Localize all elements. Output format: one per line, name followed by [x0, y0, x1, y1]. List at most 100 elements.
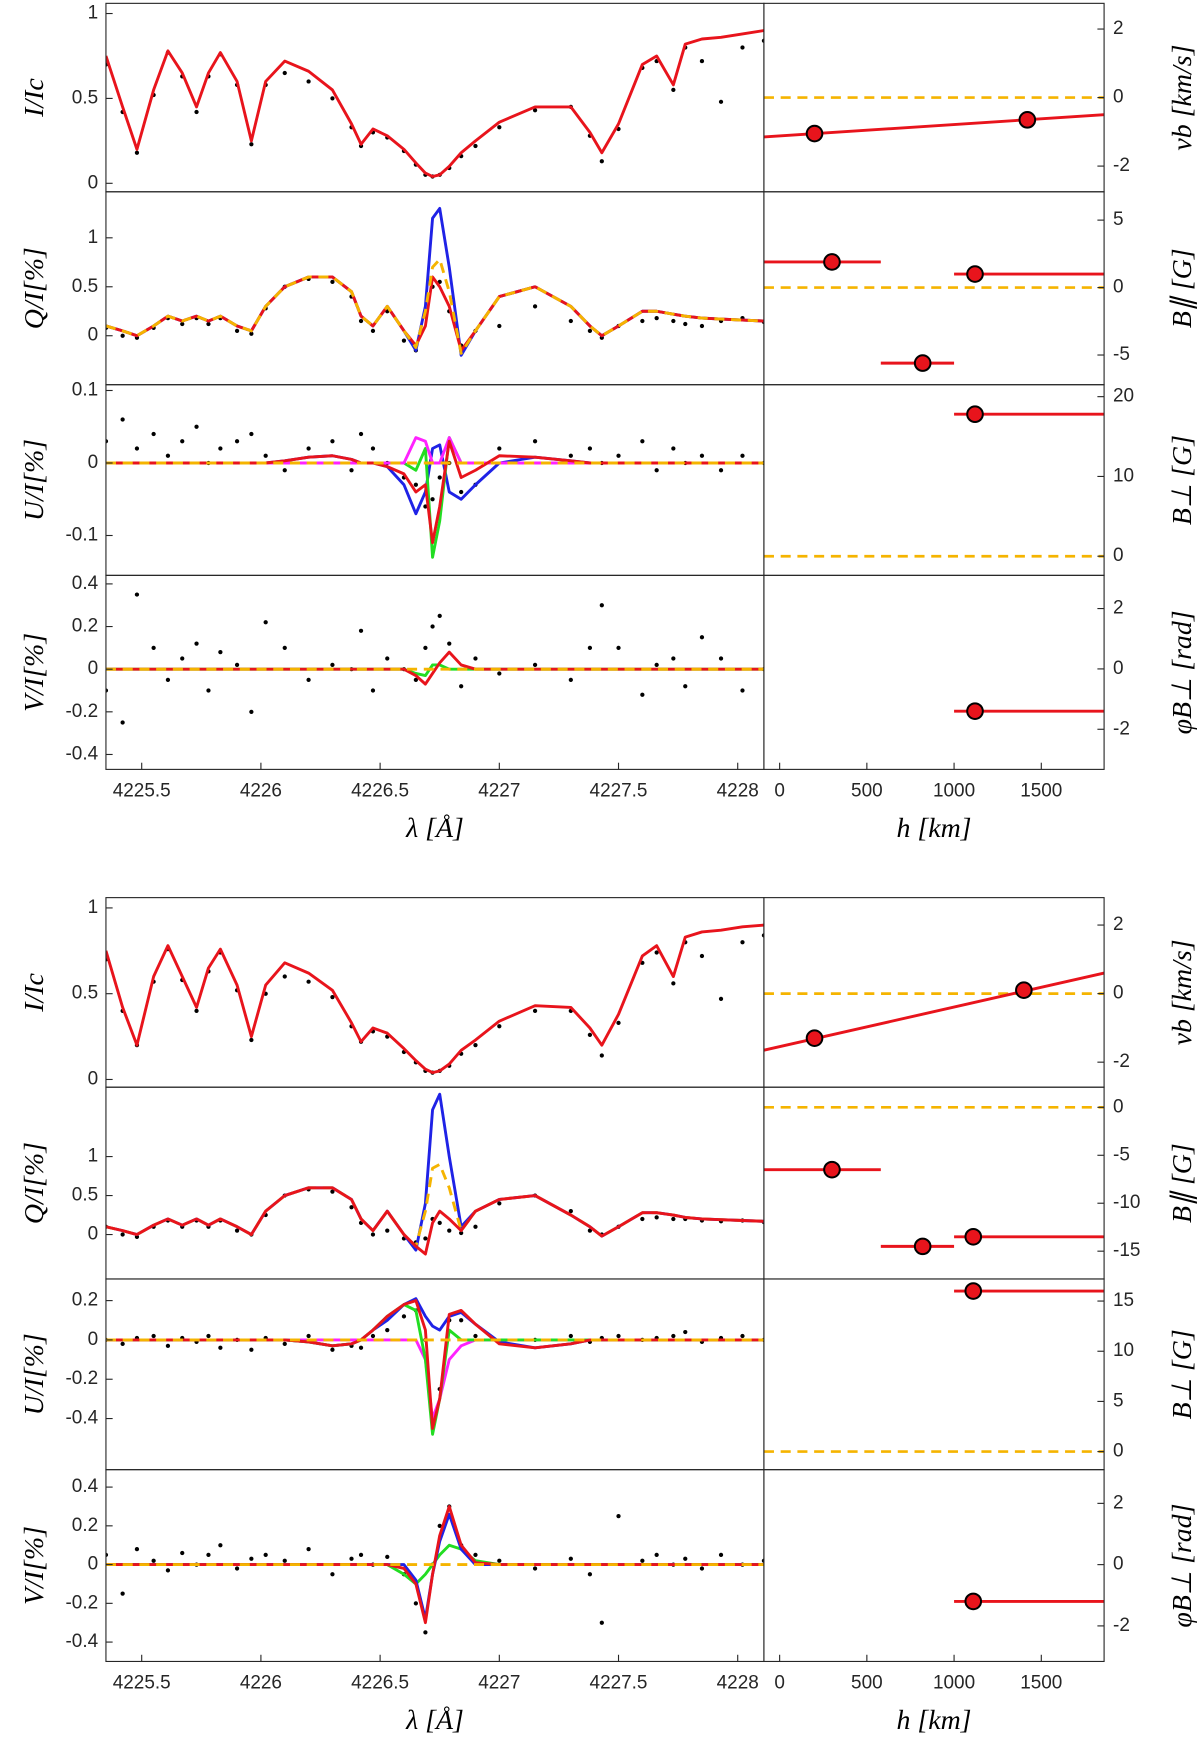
y-tick-label: 0.5: [72, 1185, 98, 1206]
y-tick-label: 0.2: [72, 1515, 98, 1536]
observed-point: [671, 1216, 676, 1222]
y-tick-label: 0: [88, 452, 99, 473]
node-point: [823, 253, 841, 271]
panel-frame: [105, 1278, 765, 1471]
observed-point: [532, 304, 538, 309]
y-tick-label: 0: [1113, 1554, 1124, 1575]
observed-point: [568, 1333, 573, 1339]
observed-point: [165, 1343, 171, 1348]
plot-area: [105, 1297, 764, 1436]
observed-point: [206, 688, 211, 693]
observed-point: [587, 1228, 593, 1233]
profile-line: [105, 439, 764, 545]
observed-point: [497, 1201, 502, 1206]
observed-point: [640, 1558, 645, 1563]
plot-area: [763, 405, 1105, 558]
node-point: [805, 124, 824, 143]
observed-point: [165, 1568, 171, 1573]
observed-point: [671, 656, 676, 661]
observed-point: [263, 620, 268, 625]
observed-point: [473, 656, 478, 661]
x-tick-label: 1500: [1020, 1673, 1062, 1694]
observed-point: [473, 1224, 478, 1229]
y-tick-label: -0.2: [65, 701, 98, 722]
observed-point: [134, 446, 140, 451]
y-tick-label: -0.4: [65, 1408, 98, 1429]
x-tick-label: 4228: [717, 781, 759, 802]
profile-line: [105, 443, 764, 516]
y-tick-label: -0.1: [65, 524, 98, 545]
x-tick-label: 1000: [933, 1673, 975, 1694]
observed-point: [349, 1205, 354, 1210]
node-point: [913, 354, 932, 372]
observed-point: [437, 475, 442, 480]
y-axis-label: B∥ [G]: [1167, 1143, 1198, 1223]
observed-point: [437, 1523, 442, 1528]
y-tick-label: 20: [1113, 386, 1134, 407]
observed-point: [306, 1546, 311, 1552]
observed-point: [654, 315, 659, 321]
observed-point: [206, 1333, 211, 1339]
observed-point: [616, 645, 621, 650]
observed-point: [718, 99, 724, 104]
observed-point: [358, 1552, 364, 1558]
observed-point: [568, 1556, 573, 1561]
x-tick-label: 500: [851, 1673, 883, 1694]
y-tick-label: -2: [1113, 155, 1130, 176]
observed-point: [654, 1215, 659, 1220]
observed-point: [180, 439, 185, 444]
observed-point: [330, 279, 335, 284]
y-tick-label: 0: [88, 1068, 99, 1089]
observed-point: [330, 1189, 335, 1194]
observed-point: [473, 1333, 478, 1339]
observed-point: [497, 125, 502, 130]
observed-point: [430, 497, 435, 502]
profile-line: [105, 1092, 764, 1252]
y-tick-label: -0.2: [65, 1368, 98, 1389]
y-axis-label: I/Ic: [19, 972, 50, 1012]
y-tick-label: 1: [88, 1146, 99, 1167]
y-tick-label: 5: [1113, 209, 1124, 230]
y-tick-label: 2: [1113, 1492, 1124, 1513]
observed-point: [249, 142, 254, 147]
observed-point: [423, 1630, 428, 1635]
observed-point: [218, 1345, 223, 1350]
observed-point: [358, 431, 364, 437]
y-tick-label: -2: [1113, 718, 1130, 739]
observed-point: [671, 446, 676, 451]
observed-point: [616, 1514, 621, 1519]
x-tick-label: 4226.5: [351, 1673, 409, 1694]
observed-point: [151, 645, 156, 650]
observed-point: [263, 1552, 268, 1558]
observed-point: [249, 1556, 254, 1561]
observed-point: [654, 950, 659, 955]
x-tick-label: 4227: [478, 781, 520, 802]
observed-point: [473, 143, 478, 149]
y-axis-label: B⊥ [G]: [1167, 1329, 1198, 1419]
node-point: [805, 1029, 824, 1047]
y-tick-label: 0.5: [72, 276, 98, 297]
observed-point: [120, 1591, 125, 1596]
x-tick-label: 500: [851, 781, 883, 802]
observed-point: [497, 671, 502, 676]
y-tick-label: -0.2: [65, 1592, 98, 1613]
plot-area: [954, 702, 1105, 720]
observed-point: [616, 1333, 621, 1339]
profile-line: [105, 436, 764, 465]
observed-point: [718, 468, 724, 473]
observed-point: [459, 489, 464, 495]
plot-area: [105, 923, 764, 1075]
x-tick-label: 4227: [478, 1673, 520, 1694]
y-tick-label: -2: [1113, 1051, 1130, 1072]
node-point: [966, 702, 984, 720]
node-point: [964, 1227, 983, 1246]
observed-point: [683, 321, 688, 327]
y-tick-label: 0: [1113, 545, 1124, 566]
profile-line: [105, 923, 764, 1075]
y-tick-label: 0: [1113, 87, 1124, 108]
plot-area: [105, 29, 764, 179]
observed-point: [249, 431, 254, 437]
observed-point: [120, 333, 125, 338]
observed-point: [234, 1566, 240, 1571]
